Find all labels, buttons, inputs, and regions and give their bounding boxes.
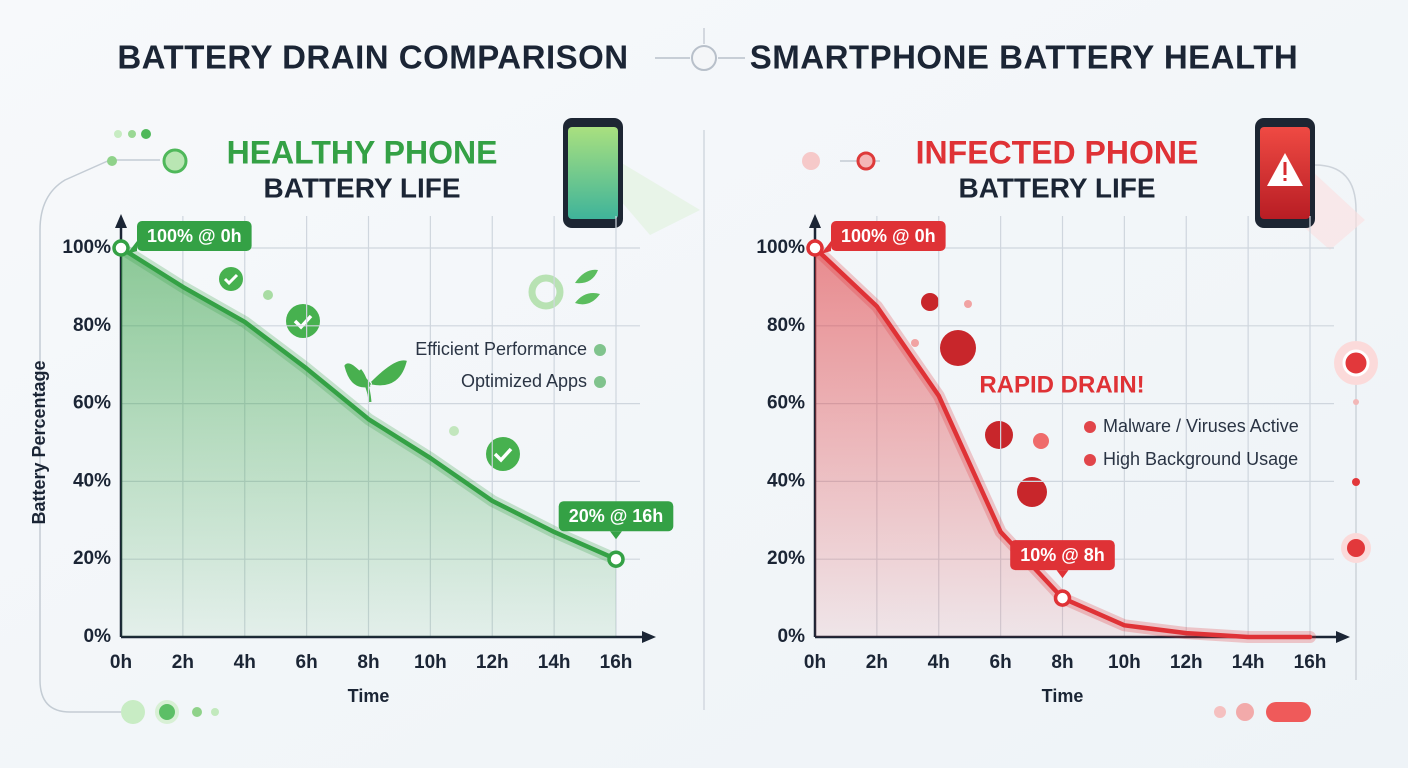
header-title: BATTERY DRAIN COMPARISON xyxy=(117,39,628,76)
value-label-tail xyxy=(610,531,622,540)
y-tick-label: 20% xyxy=(767,548,805,569)
area xyxy=(815,248,1310,637)
value-label-tail xyxy=(1056,570,1069,579)
note: Optimized Apps xyxy=(461,371,587,391)
point-marker xyxy=(112,239,130,257)
note-dot xyxy=(1084,454,1096,466)
axis-arrow xyxy=(809,214,821,228)
note: Malware / Viruses Active xyxy=(1103,416,1299,436)
x-tick-label: 12h xyxy=(476,652,509,673)
line xyxy=(118,245,619,562)
chart-title: HEALTHY PHONE xyxy=(227,134,498,170)
chart-subtitle: BATTERY LIFE xyxy=(958,172,1155,203)
decoration xyxy=(39,118,700,724)
value-label: 100% @ 0h xyxy=(127,221,252,254)
point-marker xyxy=(607,550,625,568)
x-tick-label: 4h xyxy=(234,652,256,673)
y-tick-label: 60% xyxy=(73,393,111,414)
area xyxy=(121,248,616,637)
x-tick-label: 2h xyxy=(866,652,888,673)
chart-subtitle: BATTERY LIFE xyxy=(263,172,460,203)
x-tick-label: 16h xyxy=(600,652,633,673)
axis-arrow xyxy=(1336,631,1350,643)
x-tick-label: 4h xyxy=(928,652,950,673)
axis-arrow xyxy=(115,214,127,228)
value-label-text: 10% @ 8h xyxy=(1020,545,1105,565)
value-label-box xyxy=(558,501,674,532)
note-dot xyxy=(594,376,606,388)
x-tick-label: 6h xyxy=(296,652,318,673)
chart-title: INFECTED PHONE xyxy=(916,134,1199,170)
x-tick-label: 0h xyxy=(110,652,132,673)
x-tick-label: 14h xyxy=(538,652,571,673)
value-label: 100% @ 0h xyxy=(821,221,946,254)
note: High Background Usage xyxy=(1103,449,1298,469)
y-tick-label: 0% xyxy=(778,626,806,647)
x-tick-label: 12h xyxy=(1170,652,1203,673)
y-tick-label: 20% xyxy=(73,548,111,569)
value-label: 20% @ 16h xyxy=(558,501,674,540)
y-tick-label: 40% xyxy=(73,470,111,491)
x-axis-label: Time xyxy=(348,686,390,706)
note-dot xyxy=(594,344,606,356)
value-label-text: 100% @ 0h xyxy=(147,226,242,246)
x-tick-label: 16h xyxy=(1294,652,1327,673)
note-dot xyxy=(1084,421,1096,433)
callout: RAPID DRAIN! xyxy=(979,371,1144,398)
value-label-tail xyxy=(127,241,137,254)
x-axis-label: Time xyxy=(1042,686,1084,706)
point-marker xyxy=(1053,589,1072,607)
value-label-box xyxy=(1010,540,1115,571)
y-axis-label: Battery Percentage xyxy=(29,360,49,524)
axis-arrow xyxy=(642,631,656,643)
value-label-box xyxy=(137,221,252,251)
x-tick-label: 10h xyxy=(414,652,447,673)
x-tick-label: 0h xyxy=(804,652,826,673)
x-tick-label: 8h xyxy=(357,652,379,673)
value-label-text: 20% @ 16h xyxy=(569,506,664,526)
y-tick-label: 0% xyxy=(84,626,112,647)
header-title: SMARTPHONE BATTERY HEALTH xyxy=(750,39,1298,76)
y-tick-label: 100% xyxy=(756,237,805,258)
note: Efficient Performance xyxy=(415,339,587,359)
x-tick-label: 10h xyxy=(1108,652,1141,673)
value-label: 10% @ 8h xyxy=(1010,540,1115,579)
point-marker xyxy=(806,239,824,257)
x-tick-label: 2h xyxy=(172,652,194,673)
x-tick-label: 14h xyxy=(1232,652,1265,673)
header-divider xyxy=(655,28,745,710)
y-tick-label: 80% xyxy=(73,315,111,336)
value-label-box xyxy=(831,221,946,251)
value-label-tail xyxy=(821,241,831,254)
decoration xyxy=(802,118,1378,722)
y-tick-label: 100% xyxy=(62,237,111,258)
x-tick-label: 8h xyxy=(1051,652,1073,673)
y-tick-label: 60% xyxy=(767,393,805,414)
y-tick-label: 80% xyxy=(767,315,805,336)
x-tick-label: 6h xyxy=(990,652,1012,673)
y-tick-label: 40% xyxy=(767,470,805,491)
value-label-text: 100% @ 0h xyxy=(841,226,936,246)
